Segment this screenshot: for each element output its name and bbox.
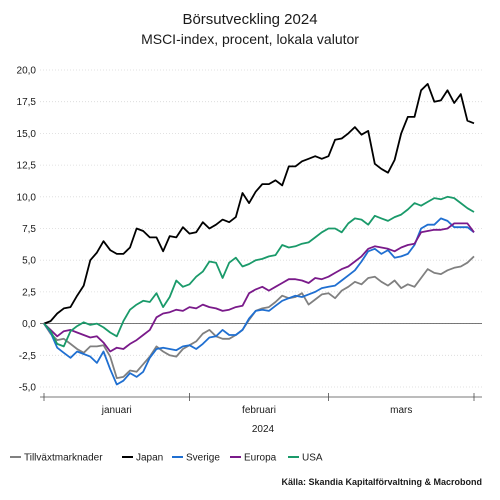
x-axis-label: 2024 xyxy=(252,424,275,435)
legend-item: Sverige xyxy=(172,453,220,464)
y-tick-label: 15,0 xyxy=(17,129,37,140)
y-tick-label: 7,5 xyxy=(22,224,36,235)
series-line xyxy=(43,255,475,379)
series-lines xyxy=(43,83,475,386)
x-tick-label: januari xyxy=(101,405,132,416)
legend-label: Japan xyxy=(136,453,163,464)
legend-item: Europa xyxy=(230,453,277,464)
y-tick-label: 12,5 xyxy=(17,161,37,172)
y-axis: -5,0 -2,5 0,0 2,5 5,0 7,5 10,0 12,5 15,0 17,5 20,0 xyxy=(17,66,37,394)
legend-label: USA xyxy=(302,453,323,464)
legend-label: Sverige xyxy=(186,453,220,464)
legend-label: Tillväxtmarknader xyxy=(24,453,103,464)
y-tick-label: -5,0 xyxy=(19,383,37,394)
legend-item: Japan xyxy=(122,453,163,464)
series-line xyxy=(43,83,475,325)
x-tick-label: februari xyxy=(242,405,276,416)
y-tick-label: 20,0 xyxy=(17,66,37,77)
series-line xyxy=(43,195,475,348)
chart-subtitle: MSCI-index, procent, lokala valutor xyxy=(141,31,359,47)
y-tick-label: 5,0 xyxy=(22,256,36,267)
x-tick-label: mars xyxy=(390,405,412,416)
source-note: Källa: Skandia Kapitalförvaltning & Macr… xyxy=(281,477,482,487)
legend-item: USA xyxy=(288,453,323,464)
y-tick-label: -2,5 xyxy=(19,351,37,362)
chart-title: Börsutveckling 2024 xyxy=(182,11,317,28)
legend-label: Europa xyxy=(244,453,277,464)
legend: Tillväxtmarknader Japan Sverige Europa USA xyxy=(10,453,323,464)
y-tick-label: 2,5 xyxy=(22,287,36,298)
series-line xyxy=(43,222,475,353)
grid xyxy=(40,69,482,388)
y-tick-label: 0,0 xyxy=(22,319,36,330)
x-axis xyxy=(40,323,482,401)
y-tick-label: 10,0 xyxy=(17,192,37,203)
legend-item: Tillväxtmarknader xyxy=(10,453,103,464)
y-tick-label: 17,5 xyxy=(17,97,37,108)
series-line xyxy=(43,217,475,386)
x-tick-labels: januari februari mars xyxy=(101,405,413,416)
